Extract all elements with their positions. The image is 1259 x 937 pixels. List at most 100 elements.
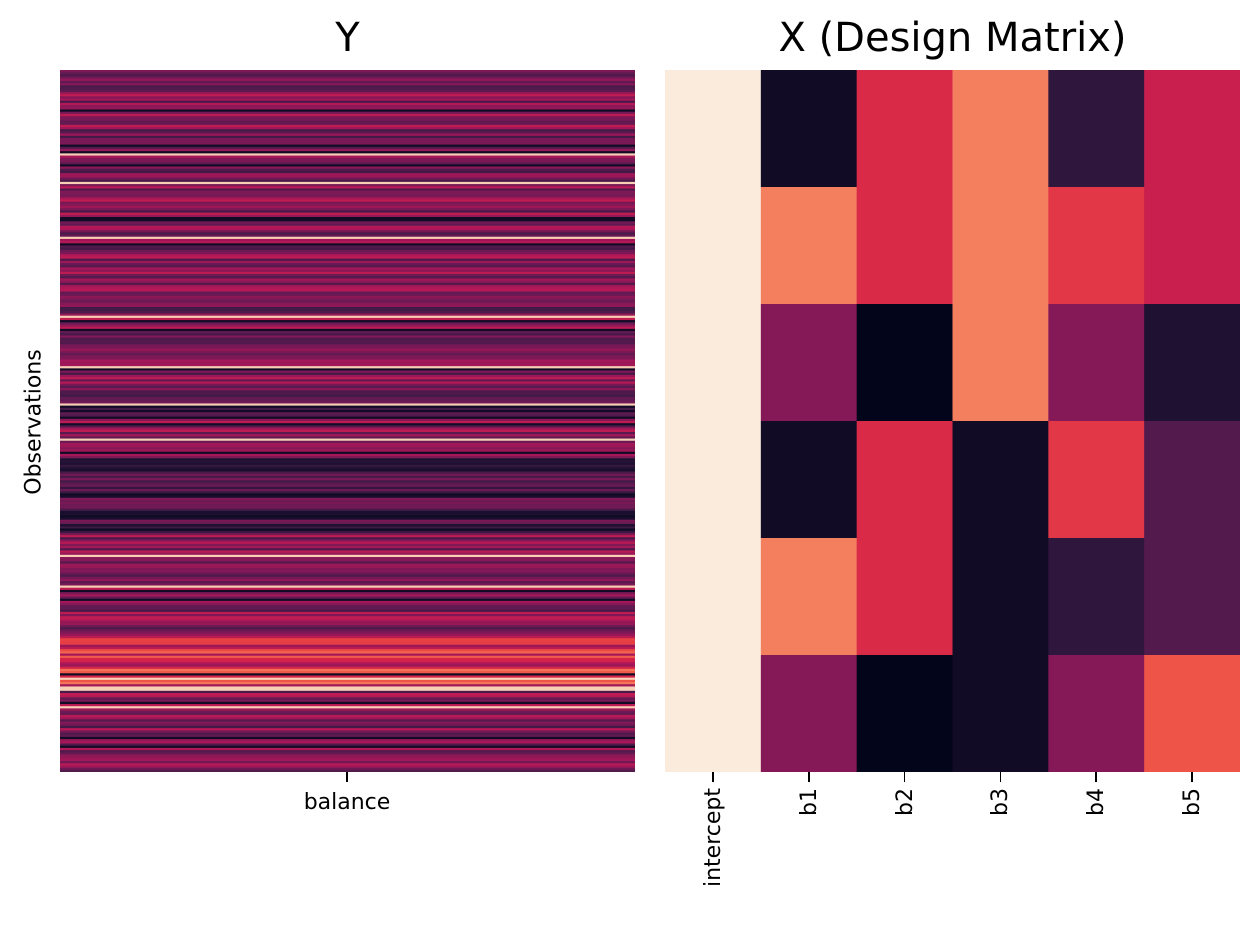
y-heatmap-row — [60, 100, 635, 104]
x-heatmap-cell — [1144, 304, 1240, 422]
x-heatmap-cell — [665, 70, 762, 188]
y-heatmap-row — [60, 677, 635, 681]
y-heatmap-row — [60, 374, 635, 378]
y-heatmap-row — [60, 427, 635, 431]
y-heatmap-row — [60, 348, 635, 352]
y-heatmap-row — [60, 212, 635, 216]
x-xtick-b2 — [903, 772, 906, 782]
y-heatmap-row — [60, 359, 635, 363]
y-heatmap-row — [60, 635, 635, 639]
y-heatmap-row — [60, 197, 635, 200]
y-heatmap-row — [60, 510, 635, 514]
y-heatmap-row — [60, 458, 635, 461]
y-heatmap-row — [60, 410, 635, 413]
y-heatmap-row — [60, 401, 635, 404]
y-heatmap-row — [60, 528, 635, 532]
y-heatmap-row — [60, 730, 635, 733]
y-heatmap-row — [60, 469, 635, 472]
y-heatmap-row — [60, 508, 635, 512]
y-heatmap-row — [60, 462, 635, 466]
y-heatmap-row — [60, 666, 635, 670]
y-heatmap-row — [60, 475, 635, 479]
y-heatmap-row — [60, 344, 635, 347]
x-xtick-b1 — [807, 772, 810, 782]
y-heatmap-row — [60, 252, 635, 255]
y-heatmap-row — [60, 734, 635, 738]
y-heatmap-row — [60, 278, 635, 281]
y-heatmap-row — [60, 372, 635, 376]
y-heatmap-row — [60, 284, 635, 288]
y-heatmap-row — [60, 116, 635, 119]
y-heatmap-row — [60, 629, 635, 632]
y-heatmap-row — [60, 370, 635, 374]
y-heatmap-row — [60, 682, 635, 685]
y-heatmap-row — [60, 315, 635, 319]
y-heatmap-row — [60, 524, 635, 527]
y-heatmap-row — [60, 379, 635, 382]
y-heatmap-row — [60, 70, 635, 73]
y-heatmap-row — [60, 322, 635, 325]
y-heatmap-row — [60, 385, 635, 389]
y-heatmap-row — [60, 537, 635, 540]
y-heatmap-row — [60, 219, 635, 222]
x-heatmap-cell — [952, 304, 1049, 422]
x-heatmap-cell — [952, 70, 1049, 188]
y-heatmap-row — [60, 199, 635, 203]
y-heatmap-row — [60, 271, 635, 275]
x-heatmap-cell — [760, 655, 858, 772]
y-heatmap-row — [60, 559, 635, 562]
y-heatmap-row — [60, 203, 635, 207]
y-heatmap-row — [60, 535, 635, 538]
x-xtick-b4 — [1095, 772, 1098, 782]
y-heatmap-row — [60, 434, 635, 437]
y-heatmap-row — [60, 725, 635, 729]
y-heatmap-row — [60, 570, 635, 573]
y-heatmap-row — [60, 249, 635, 253]
y-heatmap-row — [60, 412, 635, 415]
y-heatmap-row — [60, 710, 635, 714]
x-heatmap-cell — [760, 304, 858, 422]
y-heatmap-row — [60, 87, 635, 91]
y-heatmap-row — [60, 333, 635, 336]
y-heatmap-row — [60, 686, 635, 690]
x-heatmap-cell — [760, 538, 858, 656]
y-heatmap-row — [60, 557, 635, 560]
y-heatmap-row — [60, 438, 635, 442]
y-heatmap-row — [60, 598, 635, 602]
y-heatmap-row — [60, 567, 635, 571]
y-heatmap-row — [60, 337, 635, 341]
y-heatmap-row — [60, 366, 635, 369]
y-heatmap-row — [60, 429, 635, 433]
y-heatmap-row — [60, 644, 635, 648]
y-heatmap-row — [60, 118, 635, 121]
y-heatmap-row — [60, 175, 635, 178]
y-heatmap-row — [60, 300, 635, 303]
y-heatmap-row — [60, 493, 635, 496]
y-heatmap-row — [60, 148, 635, 152]
y-heatmap-row — [60, 747, 635, 751]
y-heatmap-row — [60, 383, 635, 387]
x-xtick-label-b5: b5 — [1180, 788, 1206, 816]
y-heatmap-row — [60, 289, 635, 292]
y-heatmap-row — [60, 752, 635, 755]
x-heatmap-cell — [952, 655, 1049, 772]
y-heatmap-row — [60, 304, 635, 308]
y-heatmap-row — [60, 633, 635, 637]
y-heatmap-row — [60, 309, 635, 312]
y-heatmap-row — [60, 431, 635, 435]
y-heatmap-row — [60, 418, 635, 422]
y-heatmap-row — [60, 83, 635, 86]
y-heatmap-row — [60, 328, 635, 332]
y-heatmap-row — [60, 679, 635, 683]
y-heatmap-row — [60, 515, 635, 518]
y-heatmap-row — [60, 714, 635, 718]
y-heatmap-row — [60, 660, 635, 663]
y-heatmap-row — [60, 572, 635, 575]
y-heatmap-row — [60, 699, 635, 703]
y-heatmap-row — [60, 186, 635, 189]
x-heatmap-cell — [1048, 304, 1145, 422]
y-heatmap-row — [60, 342, 635, 345]
y-heatmap-row — [60, 541, 635, 545]
y-heatmap-row — [60, 140, 635, 143]
y-heatmap-row — [60, 260, 635, 264]
